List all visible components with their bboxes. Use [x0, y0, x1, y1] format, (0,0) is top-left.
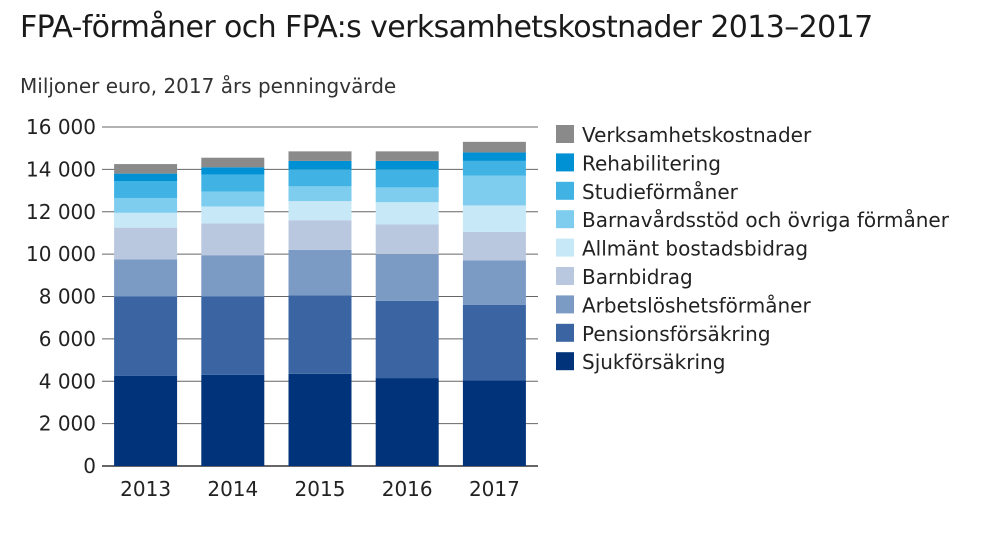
legend-label: Barnavårdsstöd och övriga förmåner	[582, 208, 950, 232]
legend-swatch	[556, 125, 574, 143]
legend: Verksamhetskostnader Rehabilitering Studie…	[556, 123, 950, 374]
bar-segment	[462, 141, 526, 153]
chart-title: FPA-förmåner och FPA:s verksamhetskostna…	[20, 10, 873, 45]
y-tick-label: 4 000	[39, 369, 96, 393]
bar-segment	[114, 375, 178, 466]
bar-segment	[375, 187, 439, 203]
bar-segment	[462, 152, 526, 161]
x-axis-ticks: 2013 2014 2015 2016 2017	[120, 477, 520, 501]
bar-segment	[375, 202, 439, 225]
bar-segment	[201, 191, 265, 207]
x-tick-label: 2014	[207, 477, 258, 501]
bars	[114, 141, 526, 466]
bar-segment	[288, 151, 352, 161]
bar-segment	[375, 378, 439, 466]
legend-label: Studieförmåner	[582, 180, 739, 204]
bar-segment	[375, 224, 439, 255]
bar-segment	[114, 197, 178, 213]
bar-segment	[114, 259, 178, 297]
bar-segment	[462, 231, 526, 261]
bar-segment	[375, 160, 439, 170]
y-tick-label: 12 000	[26, 200, 96, 224]
bar-segment	[201, 174, 265, 192]
bar-segment	[288, 186, 352, 202]
bar-segment	[288, 220, 352, 250]
bar-segment	[462, 205, 526, 232]
bar-segment	[201, 255, 265, 297]
legend-label: Allmänt bostadsbidrag	[582, 237, 808, 261]
legend-swatch	[556, 238, 574, 257]
y-tick-label: 2 000	[39, 412, 96, 436]
legend-label: Pensionsförsäkring	[582, 322, 771, 346]
bar-segment	[114, 296, 178, 376]
bar-segment	[114, 173, 178, 182]
bar-segment	[288, 160, 352, 170]
bar-segment	[375, 300, 439, 379]
bar-segment	[201, 157, 265, 168]
bar-segment	[114, 181, 178, 198]
x-tick-label: 2013	[120, 477, 171, 501]
bar-segment	[375, 151, 439, 161]
bar-segment	[114, 164, 178, 174]
legend-label: Rehabilitering	[582, 151, 721, 175]
chart-subtitle: Miljoner euro, 2017 års penningvärde	[20, 74, 397, 98]
bar-segment	[288, 295, 352, 374]
bar-segment	[462, 175, 526, 206]
bar-segment	[114, 212, 178, 228]
bar-segment	[462, 304, 526, 381]
bar-segment	[462, 160, 526, 176]
y-tick-label: 0	[83, 454, 96, 478]
y-tick-label: 14 000	[26, 157, 96, 181]
legend-swatch	[556, 323, 574, 342]
x-tick-label: 2016	[382, 477, 433, 501]
y-axis-ticks: 0 2 000 4 000 6 000 8 000 10 000 12 000 14 000 1…	[26, 115, 96, 478]
y-tick-label: 8 000	[39, 285, 96, 309]
x-tick-label: 2017	[469, 477, 520, 501]
y-tick-label: 16 000	[26, 115, 96, 139]
bar-segment	[288, 169, 352, 187]
x-tick-label: 2015	[295, 477, 346, 501]
bar-segment	[114, 227, 178, 260]
bar-segment	[288, 373, 352, 466]
bar-segment	[288, 249, 352, 296]
legend-swatch	[556, 153, 574, 172]
bar-segment	[462, 260, 526, 305]
legend-label: Arbetslöshetsförmåner	[582, 293, 811, 317]
bar-segment	[375, 254, 439, 301]
bar-segment	[288, 201, 352, 221]
legend-swatch	[556, 352, 574, 371]
legend-swatch	[556, 295, 574, 314]
bar-segment	[462, 380, 526, 466]
bar-segment	[201, 223, 265, 256]
legend-label: Barnbidrag	[582, 265, 693, 289]
legend-swatch	[556, 210, 574, 229]
bar-segment	[201, 374, 265, 466]
bar-segment	[201, 206, 265, 224]
legend-swatch	[556, 267, 574, 285]
legend-label: Sjukförsäkring	[582, 350, 725, 374]
legend-label: Verksamhetskostnader	[582, 123, 812, 147]
y-tick-label: 6 000	[39, 327, 96, 351]
bar-segment	[201, 296, 265, 375]
bar-segment	[375, 169, 439, 188]
y-tick-label: 10 000	[26, 242, 96, 266]
bar-segment	[201, 167, 265, 175]
legend-swatch	[556, 181, 574, 200]
